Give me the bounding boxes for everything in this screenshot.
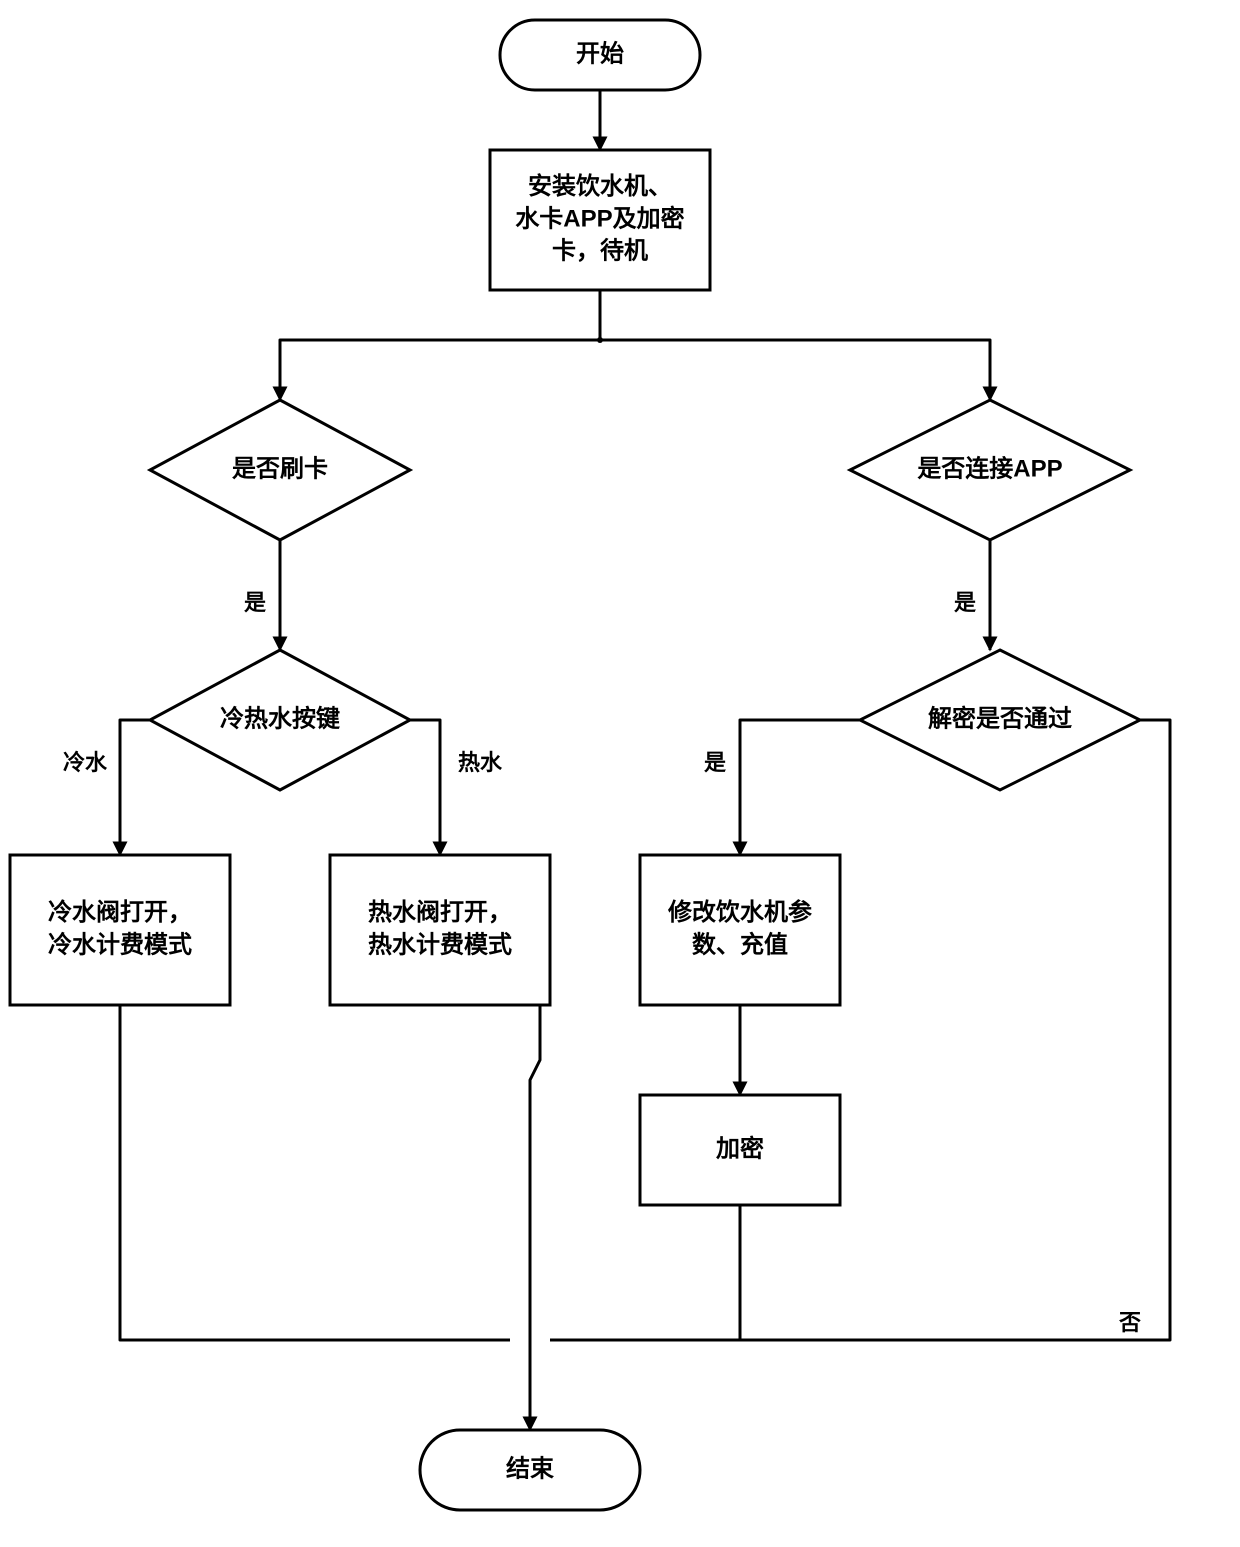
node-d_hotcold: 冷热水按键	[150, 650, 410, 790]
edge-cold-merge	[120, 1005, 510, 1340]
node-label: 热水阀打开，	[368, 898, 512, 926]
edge-d_decrypt-modify	[740, 720, 860, 855]
edge-label: 冷水	[63, 750, 108, 775]
edge-hot-merge	[530, 1005, 540, 1340]
edge-label: 是	[954, 590, 976, 615]
node-label: 开始	[576, 40, 624, 67]
node-modify: 修改饮水机参数、充值	[640, 855, 840, 1005]
node-label: 卡，待机	[552, 238, 648, 265]
node-label: 冷水计费模式	[48, 931, 192, 959]
edge-branch-d_app	[600, 340, 990, 400]
node-d_app: 是否连接APP	[850, 400, 1130, 540]
node-label: 水卡APP及加密	[515, 204, 684, 232]
node-label: 冷热水按键	[220, 704, 340, 732]
node-start: 开始	[500, 20, 700, 90]
node-d_decrypt: 解密是否通过	[860, 650, 1140, 790]
node-cold: 冷水阀打开， 冷水计费模式	[10, 855, 230, 1005]
node-label: 冷水阀打开，	[48, 898, 192, 926]
edge-label: 否	[1118, 1310, 1141, 1335]
node-label: 解密是否通过	[928, 704, 1072, 732]
edge-d_hotcold-cold	[120, 720, 150, 855]
node-end: 结束	[420, 1430, 640, 1510]
node-label: 结束	[506, 1455, 555, 1482]
node-label: 安装饮水机、	[528, 172, 672, 200]
node-label: 加密	[716, 1134, 764, 1162]
edge-d_hotcold-hot	[410, 720, 440, 855]
node-label: 热水计费模式	[368, 932, 512, 959]
node-d_swipe: 是否刷卡	[150, 400, 410, 540]
node-label: 数、充值	[692, 931, 788, 959]
node-label: 是否刷卡	[232, 455, 328, 482]
node-encrypt: 加密	[640, 1095, 840, 1205]
edge-label: 热水	[458, 750, 503, 775]
nodes-layer: 开始安装饮水机、水卡APP及加密卡，待机是否刷卡 是否连接APP 冷热水按键 解密是否…	[10, 20, 1140, 1510]
flowchart-canvas: 是是冷水热水是否开始安装饮水机、水卡APP及加密卡，待机是否刷卡是否连接APP冷…	[0, 0, 1240, 1547]
edge-d_decrypt-merge	[550, 720, 1170, 1340]
node-install: 安装饮水机、水卡APP及加密卡，待机	[490, 150, 710, 290]
edge-encrypt-merge	[550, 1205, 740, 1340]
node-label: 修改饮水机参	[667, 898, 812, 926]
edge-label: 是	[704, 750, 726, 775]
node-label: 是否连接APP	[917, 454, 1062, 482]
edge-branch-d_swipe	[280, 340, 600, 400]
edge-label: 是	[244, 590, 266, 615]
node-hot: 热水阀打开， 热水计费模式	[330, 855, 550, 1005]
